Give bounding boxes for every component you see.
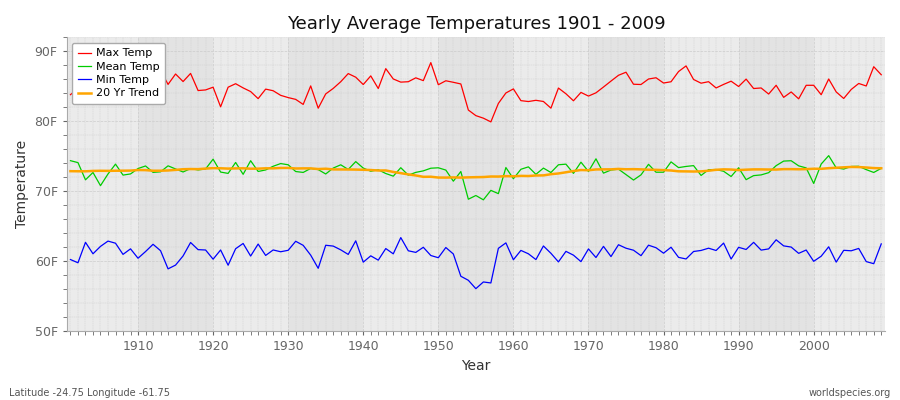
Mean Temp [606,168,616,172]
Mean Temp [824,153,834,158]
Min Temp [613,242,624,247]
Min Temp [65,257,76,262]
20 Yr Trend [455,175,466,180]
Max Temp [291,97,302,102]
Mean Temp [336,162,346,167]
Max Temp [485,120,496,124]
Mean Temp [876,166,886,171]
Bar [63,37,138,332]
Min Temp [876,242,886,246]
20 Yr Trend [291,166,302,171]
Bar [438,37,513,332]
Max Temp [125,77,136,82]
20 Yr Trend [336,167,346,172]
20 Yr Trend [125,168,136,173]
Bar [288,37,364,332]
Legend: Max Temp, Mean Temp, Min Temp, 20 Yr Trend: Max Temp, Mean Temp, Min Temp, 20 Yr Tre… [72,43,165,104]
20 Yr Trend [508,174,518,179]
Text: Latitude -24.75 Longitude -61.75: Latitude -24.75 Longitude -61.75 [9,388,170,398]
Min Temp [471,286,482,291]
Bar [513,37,589,332]
Max Temp [613,73,624,78]
Max Temp [336,79,346,84]
Mean Temp [516,167,526,172]
Line: Mean Temp: Mean Temp [70,156,881,200]
Mean Temp [125,172,136,176]
Bar [814,37,889,332]
20 Yr Trend [876,166,886,171]
20 Yr Trend [65,169,76,174]
Mean Temp [291,169,302,174]
Min Temp [523,251,534,256]
20 Yr Trend [516,174,526,178]
Min Temp [125,246,136,251]
Bar [364,37,438,332]
Max Temp [516,98,526,103]
Bar [589,37,663,332]
Min Temp [395,235,406,240]
Line: 20 Yr Trend: 20 Yr Trend [70,167,881,178]
Min Temp [516,248,526,253]
Max Temp [65,92,76,97]
Title: Yearly Average Temperatures 1901 - 2009: Yearly Average Temperatures 1901 - 2009 [286,15,665,33]
Max Temp [876,72,886,77]
Line: Min Temp: Min Temp [70,238,881,289]
20 Yr Trend [846,164,857,169]
Y-axis label: Temperature: Temperature [15,140,29,228]
Text: worldspecies.org: worldspecies.org [809,388,891,398]
Bar [213,37,288,332]
Min Temp [336,248,346,252]
20 Yr Trend [606,167,616,172]
Mean Temp [478,198,489,202]
Mean Temp [65,158,76,163]
Min Temp [291,239,302,244]
Line: Max Temp: Max Temp [70,63,881,122]
Bar [739,37,814,332]
X-axis label: Year: Year [461,359,491,373]
Bar [663,37,739,332]
Bar [138,37,213,332]
Mean Temp [508,176,518,181]
Max Temp [426,60,436,65]
Max Temp [523,99,534,104]
